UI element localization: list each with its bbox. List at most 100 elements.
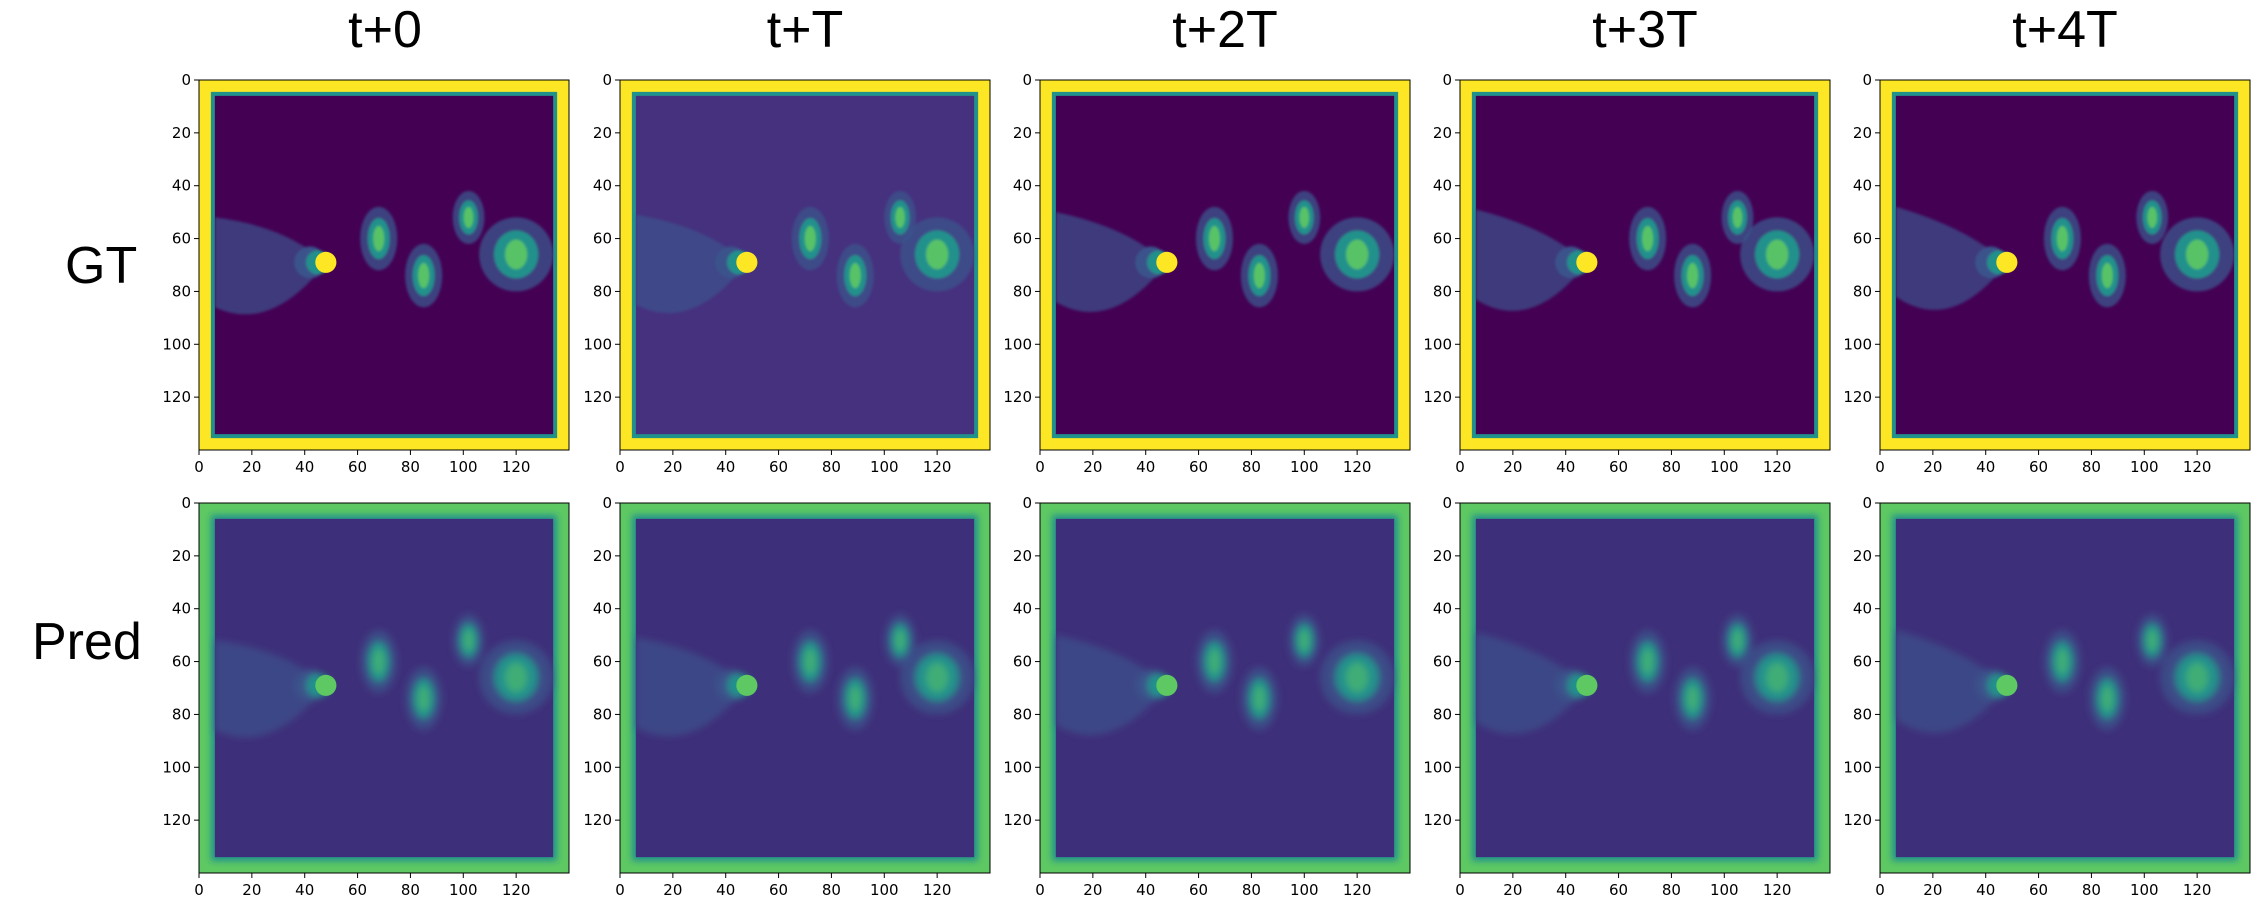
x-tick-label: 60: [2029, 458, 2048, 476]
x-tick-label: 40: [1556, 458, 1575, 476]
y-tick-label: 60: [172, 230, 191, 248]
x-tick-label: 20: [663, 881, 682, 899]
y-tick-label: 0: [1442, 494, 1452, 512]
x-tick-label: 120: [1343, 458, 1372, 476]
x-tick-label: 0: [1455, 881, 1465, 899]
y-tick-label: 20: [1013, 547, 1032, 565]
cylinder: [1576, 674, 1598, 696]
row-label-gt: GT: [65, 237, 138, 295]
pred-panel-3: 0 20 40 60 80 100 120 0 20 40 60 80 100 120: [1400, 494, 1840, 903]
x-tick-label: 20: [1083, 881, 1102, 899]
y-tick-label: 0: [181, 71, 191, 89]
y-tick-label: 60: [172, 653, 191, 671]
y-tick-label: 0: [1862, 494, 1872, 512]
vortex-street: [1895, 614, 2235, 733]
y-tick-label: 120: [162, 811, 191, 829]
y-tick-label: 120: [162, 388, 191, 406]
field-plot: 0 20 40 60 80 100 120 0 20 40 60 80 100 120: [1003, 494, 1411, 899]
x-tick-label: 100: [870, 881, 899, 899]
x-tick-label: 100: [2130, 458, 2159, 476]
field-plot: 0 20 40 60 80 100 120 0 20 40 60 80 100 120: [1843, 71, 2251, 476]
y-tick-label: 120: [583, 388, 612, 406]
vortex-street: [1475, 614, 1815, 734]
x-tick-label: 0: [1455, 458, 1465, 476]
y-tick-label: 20: [1433, 547, 1452, 565]
x-tick-label: 40: [1976, 458, 1995, 476]
x-tick-label: 0: [1035, 458, 1045, 476]
vortex-street: [1055, 614, 1395, 735]
vortex-street: [635, 614, 975, 737]
pred-panel-1: 0 20 40 60 80 100 120 0 20 40 60 80 100 120: [560, 494, 1000, 903]
x-tick-label: 40: [1136, 458, 1155, 476]
x-tick-label: 100: [2130, 881, 2159, 899]
column-title-t0: t+0: [348, 1, 422, 59]
y-tick-label: 80: [1013, 282, 1032, 300]
x-tick-label: 120: [502, 458, 531, 476]
y-tick-label: 80: [593, 705, 612, 723]
y-tick-label: 80: [1853, 705, 1872, 723]
y-tick-label: 40: [1013, 177, 1032, 195]
x-tick-label: 20: [1923, 458, 1942, 476]
y-tick-label: 100: [583, 758, 612, 776]
column-title-t2: t+2T: [1172, 1, 1278, 59]
y-tick-label: 0: [181, 494, 191, 512]
x-tick-label: 60: [1189, 458, 1208, 476]
x-tick-label: 0: [1875, 881, 1885, 899]
y-tick-label: 40: [593, 600, 612, 618]
x-tick-label: 0: [194, 458, 204, 476]
x-tick-label: 40: [716, 458, 735, 476]
x-tick-label: 40: [1136, 881, 1155, 899]
y-tick-label: 40: [172, 177, 191, 195]
x-tick-label: 120: [2183, 458, 2212, 476]
y-tick-label: 60: [1853, 230, 1872, 248]
x-tick-label: 20: [1503, 458, 1522, 476]
row-label-pred: Pred: [32, 613, 142, 671]
y-tick-label: 40: [172, 600, 191, 618]
x-tick-label: 120: [1763, 881, 1792, 899]
y-tick-label: 60: [593, 653, 612, 671]
x-tick-label: 40: [295, 458, 314, 476]
y-tick-label: 100: [1423, 758, 1452, 776]
y-tick-label: 120: [1423, 811, 1452, 829]
y-tick-label: 120: [1843, 811, 1872, 829]
x-tick-label: 0: [194, 881, 204, 899]
x-tick-label: 60: [348, 881, 367, 899]
y-tick-label: 100: [1843, 335, 1872, 353]
y-tick-label: 20: [593, 124, 612, 142]
x-tick-label: 80: [1662, 458, 1681, 476]
y-tick-label: 80: [1853, 282, 1872, 300]
y-tick-label: 40: [1853, 600, 1872, 618]
x-tick-label: 40: [1556, 881, 1575, 899]
x-tick-label: 20: [242, 881, 261, 899]
column-title-t1: t+T: [766, 1, 844, 59]
y-tick-label: 120: [1003, 811, 1032, 829]
x-tick-label: 40: [295, 881, 314, 899]
y-tick-label: 20: [1853, 547, 1872, 565]
y-tick-label: 100: [1003, 758, 1032, 776]
x-tick-label: 80: [2082, 881, 2101, 899]
y-tick-label: 120: [583, 811, 612, 829]
y-tick-label: 20: [172, 124, 191, 142]
y-tick-label: 120: [1423, 388, 1452, 406]
y-tick-label: 40: [1433, 600, 1452, 618]
y-tick-label: 60: [1433, 653, 1452, 671]
y-tick-label: 100: [1843, 758, 1872, 776]
vortex-street: [214, 191, 554, 315]
x-tick-label: 80: [822, 458, 841, 476]
x-tick-label: 20: [242, 458, 261, 476]
x-tick-label: 20: [1503, 881, 1522, 899]
y-tick-label: 60: [1013, 653, 1032, 671]
pred-panel-2: 0 20 40 60 80 100 120 0 20 40 60 80 100 120: [980, 494, 1420, 903]
cylinder: [1156, 251, 1178, 273]
cylinder: [1996, 674, 2018, 696]
vortex-street: [1055, 191, 1395, 312]
y-tick-label: 80: [1433, 705, 1452, 723]
x-tick-label: 20: [663, 458, 682, 476]
x-tick-label: 100: [1290, 881, 1319, 899]
x-tick-label: 120: [923, 881, 952, 899]
field-plot: 0 20 40 60 80 100 120 0 20 40 60 80 100 120: [1423, 71, 1831, 476]
y-tick-label: 20: [1433, 124, 1452, 142]
x-tick-label: 60: [2029, 881, 2048, 899]
y-tick-label: 40: [1433, 177, 1452, 195]
y-tick-label: 20: [593, 547, 612, 565]
